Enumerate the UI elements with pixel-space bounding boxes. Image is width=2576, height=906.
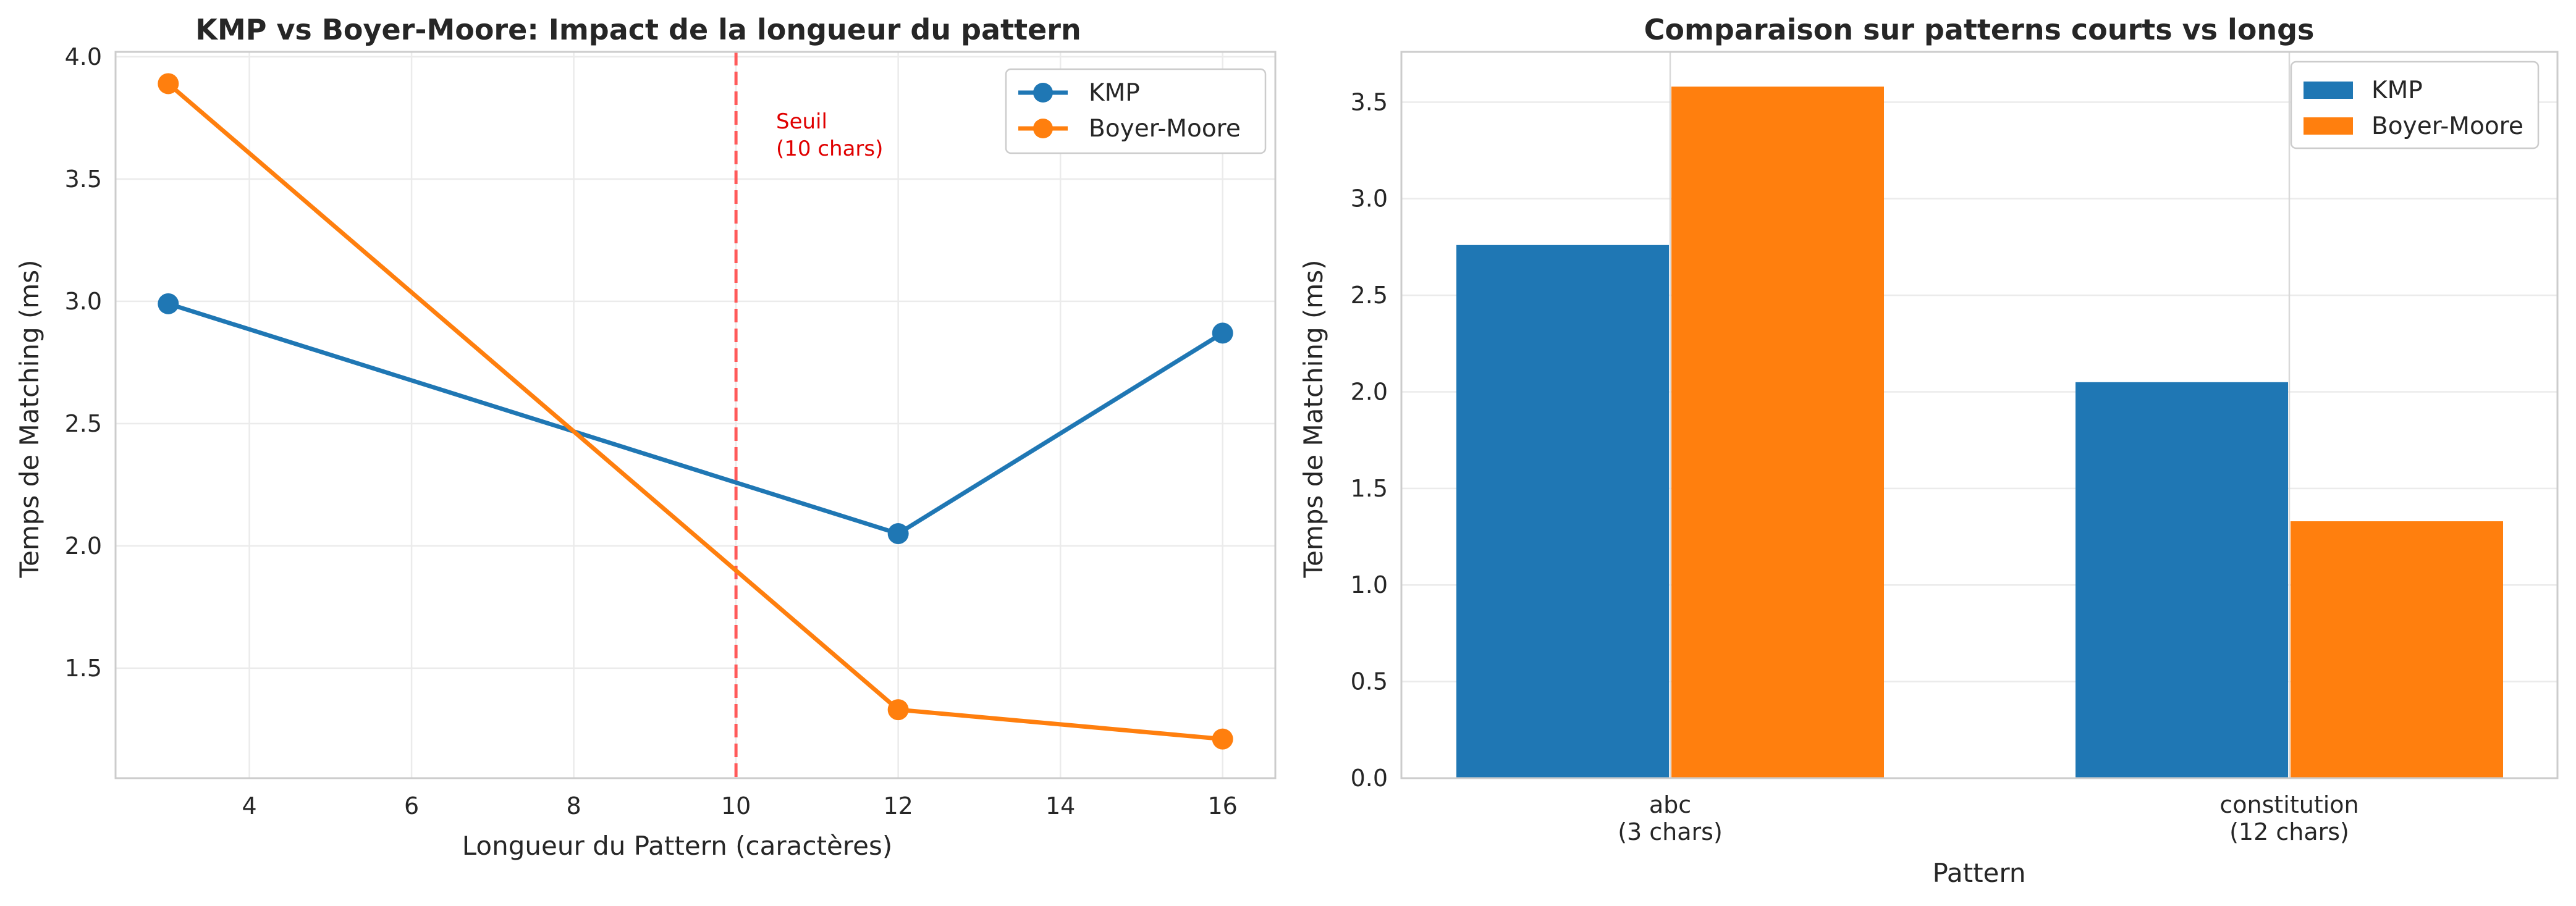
x-tick-sublabel: (12 chars) xyxy=(2229,818,2349,845)
axes-frame xyxy=(1400,51,2559,779)
data-point-kmp xyxy=(1212,322,1233,344)
data-point-kmp xyxy=(887,523,909,545)
data-point-boyer-moore xyxy=(1212,728,1233,750)
y-axis-label: Temps de Matching (ms) xyxy=(14,259,44,578)
chart-title: KMP vs Boyer-Moore: Impact de la longueu… xyxy=(195,13,1081,46)
x-tick-labels: 4 6 8 10 12 14 16 xyxy=(242,792,1237,820)
series-group xyxy=(158,73,1233,750)
y-tick-label: 1.5 xyxy=(65,655,102,682)
x-tick-label: 16 xyxy=(1208,792,1238,820)
x-tick-label: constitution xyxy=(2219,791,2359,818)
x-tick-sublabel: (3 chars) xyxy=(1618,818,1723,845)
legend-kmp-label: KMP xyxy=(2371,77,2423,104)
y-tick-label: 2.5 xyxy=(65,410,102,437)
y-tick-label: 3.5 xyxy=(1351,88,1388,115)
y-tick-label: 1.5 xyxy=(1351,475,1388,502)
x-axis-label: Longueur du Pattern (caractères) xyxy=(462,831,893,861)
bar-boyer-moore xyxy=(1671,86,1884,779)
x-axis-label: Pattern xyxy=(1932,858,2025,888)
x-tick-label: 12 xyxy=(883,792,913,820)
bar-kmp xyxy=(2076,382,2288,778)
series-line-kmp xyxy=(167,301,1224,536)
y-tick-label: 3.0 xyxy=(65,288,102,315)
grid xyxy=(116,52,1275,778)
x-tick-label: 14 xyxy=(1045,792,1075,820)
axes-frame xyxy=(114,51,1277,779)
y-tick-label: 2.0 xyxy=(65,532,102,560)
x-tick-label: 10 xyxy=(721,792,751,820)
x-tick-label: 4 xyxy=(242,792,256,820)
legend-box xyxy=(1005,68,1267,154)
bar-kmp xyxy=(1456,245,1669,778)
bar-boyer-moore xyxy=(2291,521,2503,778)
x-tick-label: 6 xyxy=(404,792,419,820)
data-point-boyer-moore xyxy=(887,699,909,721)
legend-kmp-label: KMP xyxy=(1089,79,1140,107)
legend-boyer-moore-label: Boyer-Moore xyxy=(2371,112,2523,140)
y-tick-labels: 0.0 0.5 1.0 1.5 2.0 2.5 3.0 3.5 xyxy=(1351,88,1388,792)
y-tick-label: 0.0 xyxy=(1351,765,1388,792)
threshold-label-line2: (10 chars) xyxy=(776,136,883,161)
y-axis-label: Temps de Matching (ms) xyxy=(1298,259,1328,578)
legend-boyer-moore-label: Boyer-Moore xyxy=(1089,115,1241,143)
x-tick-label: 8 xyxy=(567,792,581,820)
y-tick-label: 2.5 xyxy=(1351,282,1388,309)
bars-group xyxy=(1456,86,2503,779)
chart-title: Comparaison sur patterns courts vs longs xyxy=(1644,13,2315,46)
y-tick-label: 3.0 xyxy=(1351,185,1388,212)
y-tick-label: 4.0 xyxy=(65,43,102,70)
legend-bm-marker xyxy=(1033,119,1053,138)
y-tick-label: 0.5 xyxy=(1351,668,1388,695)
series-line-boyer-moore xyxy=(167,82,1223,742)
legend-kmp-marker xyxy=(1033,83,1053,103)
legend-kmp-swatch xyxy=(2304,82,2353,99)
legend: KMP Boyer-Moore xyxy=(1005,68,1267,154)
legend-bm-swatch xyxy=(2304,117,2353,135)
x-tick-labels: abc(3 chars) constitution(12 chars) xyxy=(1618,791,2359,845)
data-point-kmp xyxy=(158,293,179,314)
y-tick-labels: 1.5 2.0 2.5 3.0 3.5 4.0 xyxy=(65,43,102,682)
x-tick-label: abc xyxy=(1649,791,1691,818)
y-tick-label: 3.5 xyxy=(65,166,102,193)
y-tick-label: 2.0 xyxy=(1351,378,1388,405)
threshold-label-line1: Seuil xyxy=(776,109,827,134)
legend: KMP Boyer-Moore xyxy=(2290,61,2540,149)
bar-chart: 0.0 0.5 1.0 1.5 2.0 2.5 3.0 3.5 abc(3 chars) con… xyxy=(1298,13,2559,888)
data-point-boyer-moore xyxy=(158,73,179,94)
y-tick-label: 1.0 xyxy=(1351,571,1388,598)
line-chart: 4 6 8 10 12 14 16 1.5 2.0 2.5 3.0 3.5 4.0 KMP vs Bo… xyxy=(14,13,1277,861)
